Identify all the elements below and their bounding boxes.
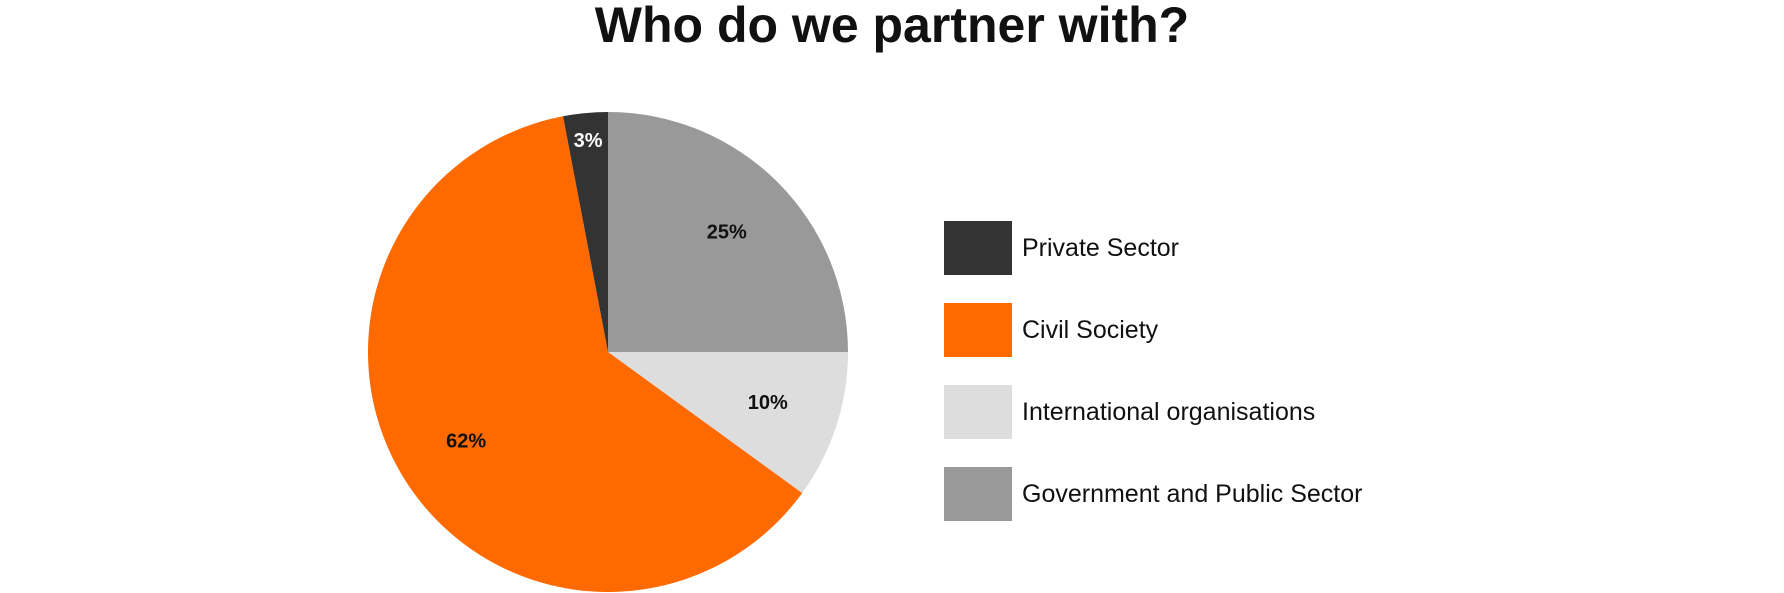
data-label-government-and-public-sector: 25% (707, 221, 747, 243)
pie-slice-international-organisations (608, 352, 848, 494)
legend-label-government-public-sector: Government and Public Sector (1022, 479, 1363, 508)
legend-item-international-organisations: International organisations (944, 371, 1362, 453)
data-label-private-sector: 3% (574, 130, 603, 152)
pie-slice-civil-society (368, 116, 803, 592)
legend: Private Sector Civil Society Internation… (944, 207, 1362, 535)
legend-label-civil-society: Civil Society (1022, 315, 1159, 344)
chart-title: Who do we partner with? (594, 0, 1190, 53)
legend-swatch-civil-society (944, 303, 1012, 357)
legend-item-private-sector: Private Sector (944, 207, 1362, 289)
data-label-international-organisations: 10% (748, 392, 788, 414)
legend-item-government-public-sector: Government and Public Sector (944, 453, 1362, 535)
legend-swatch-private-sector (944, 221, 1012, 275)
pie-slice-private-sector (563, 112, 608, 352)
legend-swatch-government-public-sector (944, 467, 1012, 521)
legend-label-international-organisations: International organisations (1022, 397, 1316, 426)
legend-label-private-sector: Private Sector (1022, 233, 1180, 262)
pie-chart: 25% 10% 62% 3% (368, 112, 848, 592)
legend-swatch-international-organisations (944, 385, 1012, 439)
data-label-civil-society: 62% (446, 430, 486, 452)
legend-item-civil-society: Civil Society (944, 289, 1362, 371)
pie-slice-government-and-public-sector (608, 112, 848, 352)
